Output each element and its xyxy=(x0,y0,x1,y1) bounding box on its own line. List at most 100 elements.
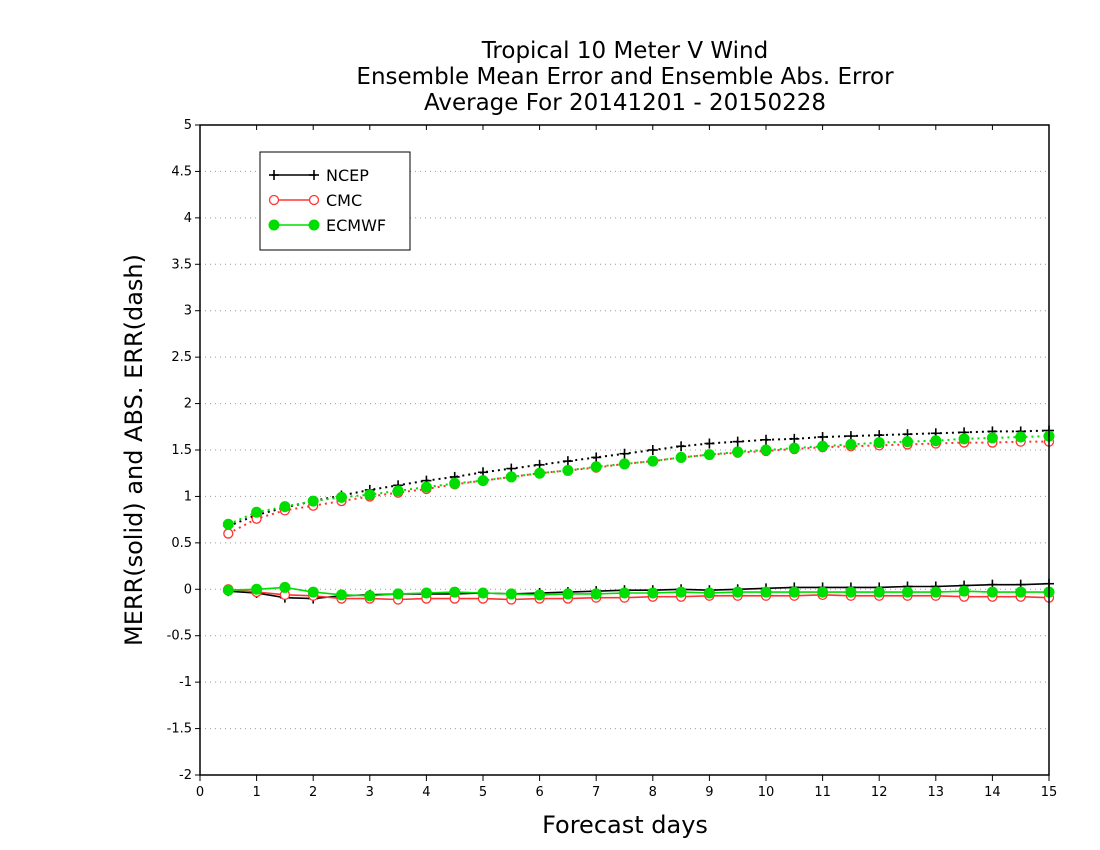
point-abs-error-ecmwf xyxy=(675,451,687,463)
point-abs-error-ecmwf xyxy=(958,433,970,445)
point-abs-error-ecmwf xyxy=(902,436,913,448)
series-ecmwf xyxy=(222,430,1055,602)
point-abs-error-ecmwf xyxy=(279,501,291,513)
point-mean-error-ecmwf xyxy=(986,586,998,598)
point-abs-error-ecmwf xyxy=(619,458,630,470)
point-mean-error-ecmwf xyxy=(392,588,404,600)
point-mean-error-ecmwf xyxy=(364,590,376,602)
x-tick-label: 9 xyxy=(705,785,713,800)
x-tick-label: 11 xyxy=(814,785,831,800)
point-mean-error-ecmwf xyxy=(477,587,489,599)
x-tick-label: 3 xyxy=(366,785,374,800)
legend-items: NCEP CMC ECMWF xyxy=(268,166,386,235)
point-abs-error-ecmwf xyxy=(222,518,234,530)
axis-ticks: -2-1.5-1-0.500.511.522.533.544.550 1 2 3 4 5 6… xyxy=(167,118,1058,800)
point-mean-error-ecmwf xyxy=(449,586,461,598)
point-mean-error-ecmwf xyxy=(562,588,574,600)
point-mean-error-ecmwf xyxy=(1015,586,1027,598)
x-tick-label: 2 xyxy=(309,785,317,800)
point-mean-error-ecmwf xyxy=(732,586,744,598)
y-tick-label: -0.5 xyxy=(167,629,192,644)
point-abs-error-ecmwf xyxy=(477,475,489,487)
point-abs-error-ecmwf xyxy=(562,464,574,476)
point-abs-error-ecmwf xyxy=(392,485,404,497)
legend-marker-cmc xyxy=(268,194,280,206)
point-abs-error-ncep xyxy=(732,436,743,447)
chart-title-line-1: Tropical 10 Meter V Wind xyxy=(481,38,768,64)
point-abs-error-ncep xyxy=(647,445,658,455)
point-abs-error-ecmwf xyxy=(873,437,885,449)
y-tick-label: 0.5 xyxy=(171,536,192,551)
point-mean-error-ecmwf xyxy=(336,589,347,601)
point-abs-error-ncep xyxy=(591,452,602,463)
y-tick-label: 1 xyxy=(184,489,192,504)
point-abs-error-ecmwf xyxy=(930,435,942,447)
point-mean-error-ecmwf xyxy=(590,588,602,600)
point-mean-error-ecmwf xyxy=(222,584,234,596)
legend-marker-cmc xyxy=(308,194,320,206)
point-mean-error-ecmwf xyxy=(930,586,942,598)
y-tick-label: -1.5 xyxy=(167,722,192,737)
point-abs-error-ncep xyxy=(817,432,828,442)
x-tick-label: 15 xyxy=(1041,785,1058,800)
chart-title: Tropical 10 Meter V Wind Ensemble Mean E… xyxy=(356,38,894,116)
point-mean-error-ecmwf xyxy=(279,581,291,593)
point-abs-error-ecmwf xyxy=(817,440,829,452)
point-abs-error-ecmwf xyxy=(732,446,744,458)
chart-title-line-3: Average For 20141201 - 20150228 xyxy=(424,90,826,116)
legend-item-ecmwf: ECMWF xyxy=(268,216,386,235)
y-tick-label: -1 xyxy=(179,675,192,690)
point-abs-error-ecmwf xyxy=(760,444,772,456)
x-tick-label: 4 xyxy=(422,785,430,800)
legend-marker-ecmwf xyxy=(268,219,280,231)
x-tick-label: 7 xyxy=(592,785,600,800)
point-abs-error-ecmwf xyxy=(449,477,461,489)
x-tick-label: 10 xyxy=(758,785,775,800)
y-axis-title: MERR(solid) and ABS. ERR(dash) xyxy=(120,254,148,646)
point-abs-error-ecmwf xyxy=(307,495,319,507)
y-tick-label: 1.5 xyxy=(171,443,192,458)
x-tick-label: 14 xyxy=(984,785,1001,800)
point-mean-error-ecmwf xyxy=(619,587,630,599)
point-abs-error-ecmwf xyxy=(336,491,347,503)
point-mean-error-ecmwf xyxy=(647,587,659,599)
point-mean-error-ecmwf xyxy=(420,587,432,599)
x-tick-label: 6 xyxy=(535,785,543,800)
legend-label-ecmwf: ECMWF xyxy=(326,216,386,235)
x-tick-label: 8 xyxy=(649,785,657,800)
plot-series xyxy=(222,425,1055,605)
y-tick-label: 2.5 xyxy=(171,350,192,365)
point-abs-error-ncep xyxy=(789,433,800,444)
point-abs-error-ncep xyxy=(619,448,630,459)
point-mean-error-ecmwf xyxy=(958,585,970,597)
point-abs-error-ncep xyxy=(761,434,771,445)
chart-title-line-2: Ensemble Mean Error and Ensemble Abs. Er… xyxy=(356,64,894,90)
point-mean-error-ecmwf xyxy=(817,586,829,598)
point-abs-error-ecmwf xyxy=(1015,431,1027,443)
point-abs-error-ecmwf xyxy=(986,432,998,444)
point-mean-error-ecmwf xyxy=(534,589,546,601)
point-abs-error-ecmwf xyxy=(788,442,800,454)
point-mean-error-ecmwf xyxy=(760,586,772,598)
legend-item-ncep: NCEP xyxy=(269,166,369,185)
point-mean-error-ecmwf xyxy=(505,588,517,600)
x-tick-label: 12 xyxy=(871,785,888,800)
point-abs-error-ecmwf xyxy=(534,467,546,479)
x-tick-label: 13 xyxy=(928,785,945,800)
point-abs-error-ncep xyxy=(676,441,687,452)
point-abs-error-ecmwf xyxy=(647,455,659,467)
point-abs-error-ecmwf xyxy=(364,489,376,501)
legend-marker-ecmwf xyxy=(308,219,320,231)
y-tick-label: 4.5 xyxy=(171,164,192,179)
legend-marker-ncep xyxy=(309,170,319,180)
point-abs-error-ecmwf xyxy=(590,461,602,473)
legend-item-cmc: CMC xyxy=(268,191,362,210)
point-mean-error-ecmwf xyxy=(675,586,687,598)
point-mean-error-ecmwf xyxy=(873,586,885,598)
point-abs-error-cmc xyxy=(223,528,234,539)
point-abs-error-ecmwf xyxy=(505,471,517,483)
point-mean-error-ecmwf xyxy=(703,587,715,599)
plot-frame xyxy=(199,124,1050,776)
